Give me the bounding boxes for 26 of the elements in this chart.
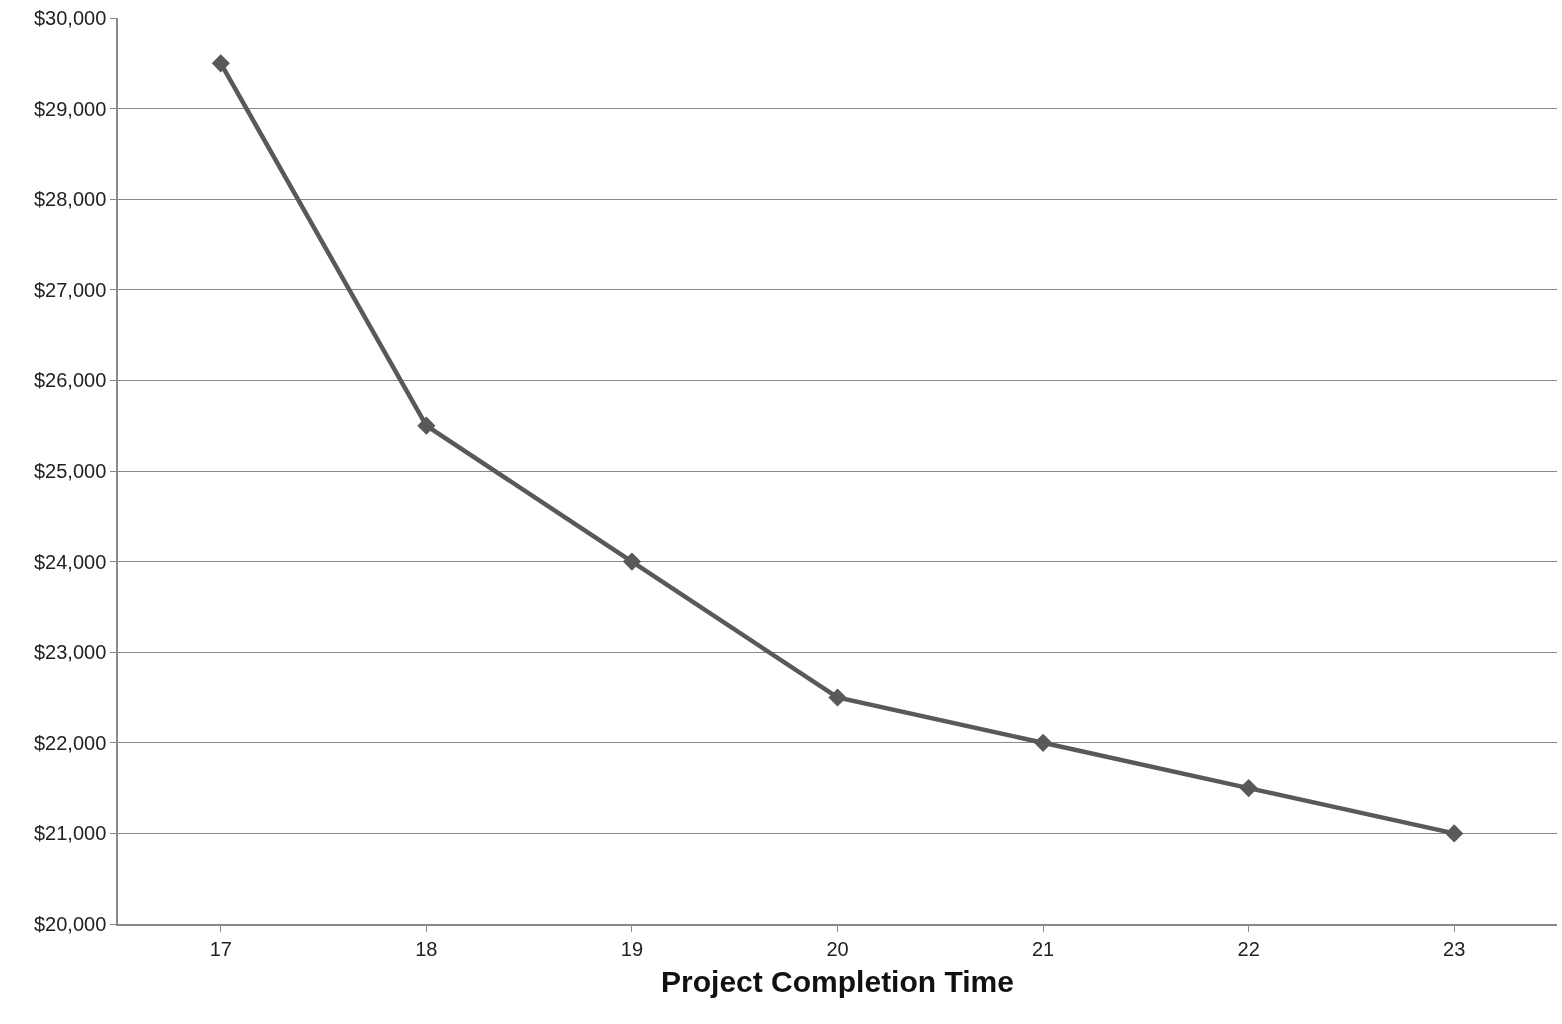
y-tick-label: $30,000 [33, 7, 107, 29]
x-axis-title: Project Completion Time [661, 964, 1014, 998]
y-tick-label: $21,000 [33, 822, 107, 845]
y-tick-label: $27,000 [33, 278, 107, 301]
point [1033, 733, 1053, 752]
x-tick-label: 17 [209, 937, 232, 960]
x-tick-label: 18 [415, 937, 438, 960]
point [828, 688, 847, 707]
x-tick-label: 23 [1443, 937, 1466, 960]
y-tick-label: $24,000 [33, 550, 107, 573]
y-tick-label: $26,000 [33, 369, 107, 392]
point [1239, 779, 1258, 798]
point [622, 552, 642, 571]
point [1445, 824, 1464, 843]
point [211, 54, 230, 73]
y-tick-label: $23,000 [33, 641, 107, 664]
y-tick-label: $25,000 [33, 460, 107, 482]
x-tick-label: 20 [826, 937, 849, 960]
y-tick-label: $28,000 [33, 188, 107, 211]
y-tick-label: $20,000 [33, 913, 107, 935]
x-tick-label: 22 [1237, 937, 1260, 960]
x-tick-label: 19 [620, 937, 644, 960]
point [417, 416, 436, 435]
x-tick-label: 21 [1031, 937, 1055, 960]
y-tick-label: $22,000 [33, 731, 107, 754]
y-tick-label: $29,000 [33, 97, 107, 120]
